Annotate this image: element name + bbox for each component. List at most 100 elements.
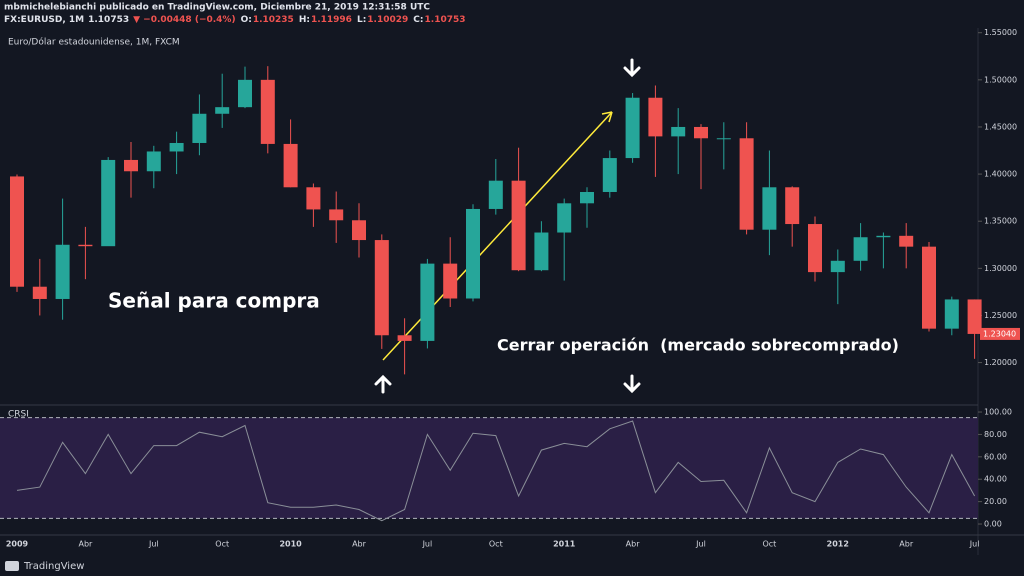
candle-body: [78, 244, 93, 247]
candle-body: [694, 126, 708, 139]
y-tick-label: 1.55000: [984, 28, 1017, 37]
x-tick-label: Jul: [422, 540, 433, 549]
candle-body: [830, 260, 845, 273]
x-tick-label: Abr: [78, 540, 93, 549]
y-tick-label: 1.30000: [984, 264, 1017, 273]
buy-annotation: Señal para compra: [108, 289, 320, 313]
candle-body: [215, 107, 230, 114]
last-price-label: 1.23040: [983, 329, 1016, 338]
candle-body: [466, 208, 480, 299]
y-tick-label: 1.40000: [984, 170, 1017, 179]
x-tick-label: 2009: [6, 540, 29, 549]
trend-arrowhead: [601, 111, 613, 123]
candle-body: [352, 220, 366, 241]
candle-body: [580, 191, 594, 204]
x-tick-label: Oct: [762, 540, 776, 549]
candle-body: [899, 235, 914, 247]
y-tick-label: 0.00: [984, 520, 1002, 529]
author-line: mbmichelebianchi publicado en TradingVie…: [4, 3, 430, 13]
x-tick-label: Jul: [695, 540, 706, 549]
candle-body: [55, 244, 70, 299]
y-tick-label: 1.50000: [984, 75, 1017, 84]
x-tick-label: Abr: [899, 540, 914, 549]
y-tick-label: 100.00: [984, 408, 1012, 417]
rsi-line: [16, 420, 976, 522]
y-tick-label: 1.20000: [984, 358, 1017, 367]
y-tick-label: 80.00: [984, 430, 1007, 439]
candle-body: [374, 240, 389, 336]
x-tick-label: Oct: [489, 540, 503, 549]
quote-part: 1.10235: [253, 15, 294, 25]
close-annotation: Cerrar operación (mercado sobrecomprado): [497, 336, 899, 355]
candle-body: [808, 224, 822, 273]
candle-body: [785, 187, 800, 225]
y-tick-label: 1.25000: [984, 311, 1017, 320]
candle-body: [283, 143, 298, 188]
candle-body: [488, 180, 503, 209]
candle-body: [534, 232, 549, 271]
candle-body: [762, 187, 777, 230]
candle-body: [238, 79, 252, 108]
y-tick-label: 20.00: [984, 497, 1007, 506]
candle-body: [922, 246, 936, 329]
candle-body: [169, 142, 184, 152]
candle-body: [260, 79, 275, 144]
candle-body: [853, 237, 868, 261]
x-tick-label: 2012: [827, 540, 849, 549]
x-tick-label: Jul: [969, 540, 980, 549]
candle-body: [876, 235, 891, 238]
x-tick-label: 2010: [279, 540, 302, 549]
candle-body: [329, 209, 344, 221]
quote-part: 1.10753: [88, 15, 129, 25]
quote-part: ▼ −0.00448 (−0.4%): [133, 15, 235, 25]
candle-body: [146, 151, 161, 172]
candle-body: [32, 286, 47, 299]
candle-body: [671, 126, 686, 137]
x-tick-label: Oct: [215, 540, 229, 549]
quote-part: C:: [413, 15, 423, 25]
y-tick-label: 40.00: [984, 475, 1007, 484]
candle-body: [944, 299, 959, 329]
footer-logo: TradingView: [23, 561, 84, 572]
candle-body: [716, 138, 731, 140]
candle-body: [10, 176, 24, 287]
candle-body: [625, 97, 640, 159]
quote-part: H:: [299, 15, 310, 25]
x-tick-label: Abr: [626, 540, 641, 549]
quote-part: L:: [357, 15, 366, 25]
chart-title: Euro/Dólar estadounidense, 1M, FXCM: [8, 37, 180, 48]
candle-body: [420, 263, 435, 341]
quote-part: 1.10029: [367, 15, 408, 25]
rsi-title: CRSI: [8, 410, 29, 420]
quote-line: FX:EURUSD, 1M 1.10753 ▼ −0.00448 (−0.4%) O:…: [4, 15, 466, 25]
y-tick-label: 1.35000: [984, 217, 1017, 226]
quote-part: 1.10753: [425, 15, 466, 25]
candle-body: [967, 299, 982, 334]
y-tick-label: 1.45000: [984, 122, 1017, 131]
x-tick-label: 2011: [553, 540, 576, 549]
y-tick-label: 60.00: [984, 452, 1007, 461]
candle-body: [602, 158, 617, 192]
candle-body: [443, 263, 458, 299]
quote-part: FX:EURUSD, 1M: [4, 15, 84, 25]
quote-part: O:: [241, 15, 252, 25]
candle-body: [648, 97, 663, 137]
candle-body: [557, 203, 572, 233]
logo-icon: [5, 561, 19, 571]
x-tick-label: Jul: [148, 540, 159, 549]
x-tick-label: Abr: [352, 540, 367, 549]
candle-body: [124, 159, 138, 172]
arrow-down: [623, 58, 641, 78]
candle-body: [511, 180, 526, 271]
candle-body: [192, 113, 207, 143]
arrow-down: [623, 374, 641, 394]
candle-body: [306, 187, 321, 210]
candle-body: [397, 335, 412, 341]
quote-part: 1.11996: [311, 15, 352, 25]
candle-body: [739, 138, 754, 230]
rsi-band: [0, 417, 978, 519]
arrow-up: [374, 374, 392, 394]
candle-body: [101, 159, 116, 247]
